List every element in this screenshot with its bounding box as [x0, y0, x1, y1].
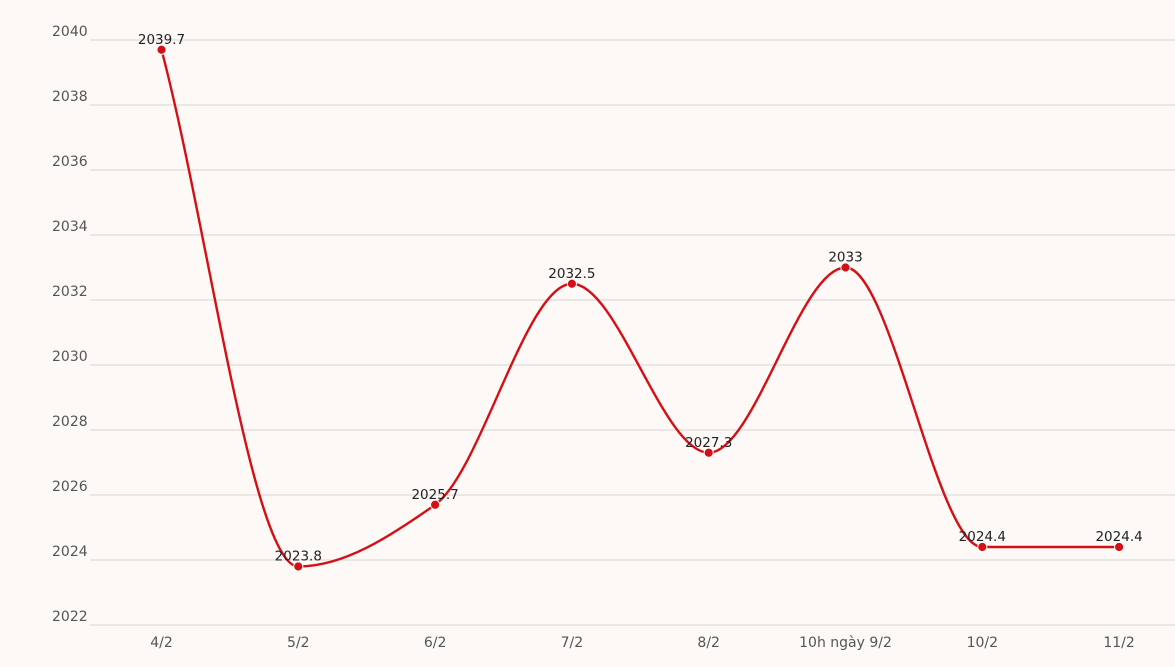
- data-label: 2039.7: [138, 32, 185, 48]
- x-tick-label: 5/2: [287, 635, 310, 651]
- data-label: 2032.5: [548, 266, 595, 282]
- data-points: [156, 44, 1125, 572]
- data-label: 2033: [828, 250, 862, 266]
- data-point: [703, 447, 714, 458]
- data-point: [840, 262, 851, 273]
- data-point: [566, 278, 578, 289]
- y-tick-label: 2032: [52, 284, 88, 300]
- data-point: [430, 499, 441, 510]
- y-axis-ticks: 2022 2024 2026 2028 2030 2032 2034 2036 2038 2040: [52, 24, 88, 625]
- data-point: [977, 541, 988, 553]
- y-tick-label: 2038: [52, 89, 88, 105]
- x-tick-label: 8/2: [697, 635, 720, 651]
- x-tick-label: 6/2: [424, 635, 447, 651]
- x-axis-ticks: 4/2 5/2 6/2 7/2 8/2 10h ngày 9/2 10/2 11/2: [150, 635, 1135, 651]
- data-label: 2025.7: [411, 487, 458, 503]
- data-label: 2023.8: [275, 549, 322, 565]
- data-point: [156, 44, 167, 55]
- y-tick-label: 2036: [52, 154, 88, 170]
- y-tick-label: 2024: [52, 544, 88, 560]
- gridlines: [90, 39, 1175, 626]
- x-tick-label: 10h ngày 9/2: [799, 635, 892, 651]
- x-tick-label: 7/2: [561, 635, 584, 651]
- y-tick-label: 2022: [52, 609, 88, 625]
- y-tick-label: 2034: [52, 219, 88, 235]
- data-label: 2027.3: [685, 435, 732, 451]
- data-label: 2024.4: [1095, 529, 1142, 545]
- y-tick-label: 2040: [52, 24, 88, 40]
- x-tick-label: 4/2: [150, 635, 173, 651]
- data-point: [293, 561, 304, 572]
- data-labels: 2039.7 2023.8 2025.7 2032.5 2027.3 2033 2024.4…: [138, 32, 1143, 565]
- x-tick-label: 10/2: [967, 635, 998, 651]
- y-tick-label: 2030: [52, 349, 88, 365]
- y-tick-label: 2028: [52, 414, 88, 430]
- x-tick-label: 11/2: [1103, 635, 1134, 651]
- data-label: 2024.4: [959, 529, 1006, 545]
- y-tick-label: 2026: [52, 479, 88, 495]
- data-point: [1114, 541, 1125, 553]
- series-line: [160, 49, 1120, 568]
